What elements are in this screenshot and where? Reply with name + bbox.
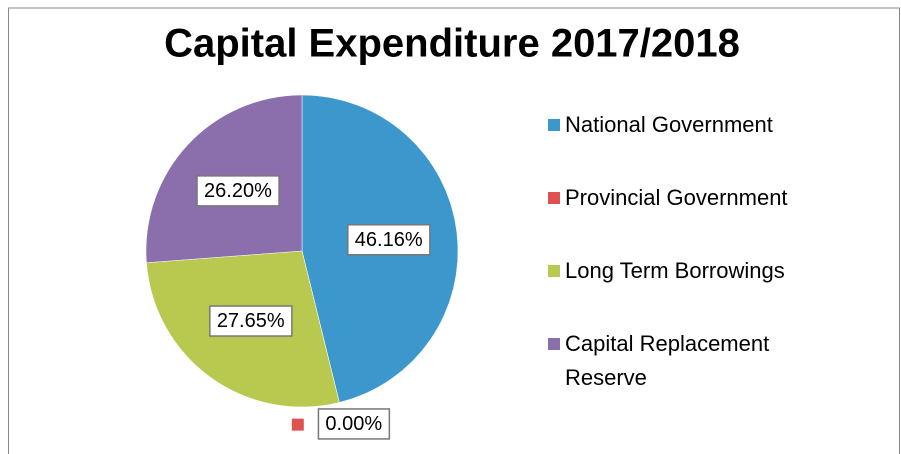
legend-entry: Long Term Borrowings [548,254,838,288]
data-label: 26.20% [204,180,272,202]
legend-entry: Capital Replacement Reserve [548,327,838,395]
legend-entry: National Government [548,108,838,142]
legend-label: Provincial Government [565,185,788,210]
legend-label: Long Term Borrowings [565,258,785,283]
data-label: 0.00% [325,413,382,435]
data-label-box [196,175,280,207]
data-label-box [347,224,431,256]
legend-key [548,119,560,131]
data-label-box [209,305,293,337]
data-label-box [317,408,391,440]
data-label-key [291,418,304,431]
legend-key [548,192,560,204]
data-label: 46.16% [355,229,423,251]
legend-entry: Provincial Government [548,181,838,215]
data-label: 27.65% [217,310,285,332]
legend-label: National Government [565,112,773,137]
legend-key [548,265,560,277]
chart-title: Capital Expenditure 2017/2018 [164,22,740,66]
legend-key [548,338,560,350]
legend-label: Capital Replacement Reserve [565,331,770,390]
